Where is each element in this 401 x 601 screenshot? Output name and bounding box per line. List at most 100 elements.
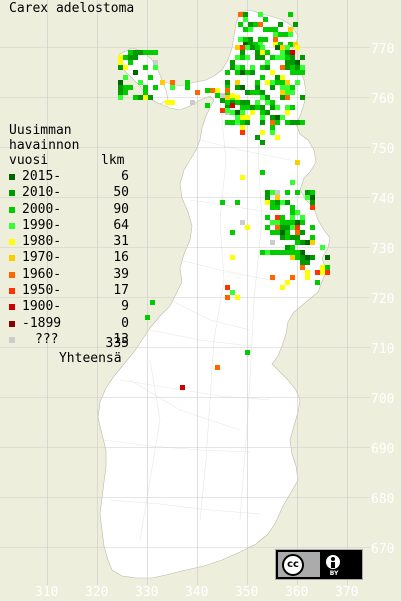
y-tick-label: 770 [371, 42, 395, 57]
legend-count: 9 [121, 299, 129, 315]
observation-square [290, 205, 295, 210]
observation-square [280, 85, 285, 90]
observation-square [255, 80, 260, 85]
observation-square [225, 95, 230, 100]
x-tick-label: 350 [235, 585, 259, 600]
observation-square [305, 260, 310, 265]
observation-square [275, 190, 280, 195]
observation-square [220, 98, 225, 103]
observation-square [285, 50, 290, 55]
y-tick-label: 670 [371, 542, 395, 557]
x-tick-label: 370 [335, 585, 359, 600]
observation-square [225, 100, 230, 105]
observation-square [280, 115, 285, 120]
observation-square [280, 230, 285, 235]
observation-square [240, 175, 245, 180]
observation-square [235, 110, 240, 115]
observation-square [150, 300, 155, 305]
observation-square [290, 250, 295, 255]
observation-square [138, 50, 143, 55]
observation-square [143, 90, 148, 95]
observation-square [245, 225, 250, 230]
legend-heading-line-1: Uusimman [9, 123, 72, 138]
observation-square [320, 245, 325, 250]
legend-swatch [9, 239, 15, 246]
observation-square [225, 285, 230, 290]
observation-square [290, 180, 295, 185]
legend-label: 1970- [22, 250, 62, 266]
observation-square [185, 85, 190, 90]
observation-square [290, 85, 295, 90]
coordinate-grid [0, 0, 370, 585]
observation-square [230, 60, 235, 65]
legend-count: 90 [113, 201, 129, 217]
observation-square [230, 93, 235, 98]
observation-square [235, 55, 240, 60]
observation-square [285, 280, 290, 285]
observation-square [270, 125, 275, 130]
observation-square [235, 65, 240, 70]
observation-square [220, 93, 225, 98]
observation-square [278, 32, 283, 37]
observation-square [250, 45, 255, 50]
legend-row: 1960- 39 [9, 266, 129, 283]
observation-square [310, 190, 315, 195]
observation-square [225, 295, 230, 300]
observation-square [270, 115, 275, 120]
observation-square [300, 240, 305, 245]
observation-square [305, 270, 310, 275]
observation-square [250, 70, 255, 75]
observation-square [250, 110, 255, 115]
observation-square [128, 60, 133, 65]
observation-square [280, 200, 285, 205]
observation-square [270, 200, 275, 205]
observation-square [290, 225, 295, 230]
observation-square [270, 190, 275, 195]
observation-square [195, 90, 200, 95]
observation-square [255, 135, 260, 140]
legend-label: 1960- [22, 266, 62, 282]
x-tick-label: 320 [85, 585, 109, 600]
observation-square [133, 95, 138, 100]
legend-count: 31 [113, 234, 129, 250]
observation-square [310, 235, 315, 240]
observation-square [205, 103, 210, 108]
legend-total: Yhteensä 335 [12, 336, 132, 396]
observation-square [133, 50, 138, 55]
observation-square [225, 88, 230, 93]
observation-square [180, 385, 185, 390]
observation-square [275, 195, 280, 200]
observation-square [285, 110, 290, 115]
observation-square [255, 105, 260, 110]
observation-square [170, 85, 175, 90]
observation-square [170, 100, 175, 105]
observation-square [270, 250, 275, 255]
observation-square [225, 70, 230, 75]
observation-square [128, 55, 133, 60]
license-badge[interactable]: cc BY [275, 549, 363, 580]
observation-square [240, 55, 245, 60]
observation-square [260, 95, 265, 100]
observation-square [258, 12, 263, 17]
observation-square [325, 255, 330, 260]
observation-square [273, 27, 278, 32]
observation-square [290, 215, 295, 220]
observation-square [305, 275, 310, 280]
observation-square [325, 265, 330, 270]
observation-square [143, 50, 148, 55]
legend-label: ??? [35, 331, 59, 347]
observation-square [258, 37, 263, 42]
observation-square [285, 90, 290, 95]
observation-square [295, 225, 300, 230]
observation-square [260, 45, 265, 50]
observation-square [265, 65, 270, 70]
observation-square [235, 115, 240, 120]
legend-count: 64 [113, 217, 129, 233]
cc-icon: cc [282, 554, 304, 576]
observation-square [225, 120, 230, 125]
observation-square [253, 22, 258, 27]
observation-square [215, 88, 220, 93]
observation-square [148, 95, 153, 100]
observation-square [288, 32, 293, 37]
